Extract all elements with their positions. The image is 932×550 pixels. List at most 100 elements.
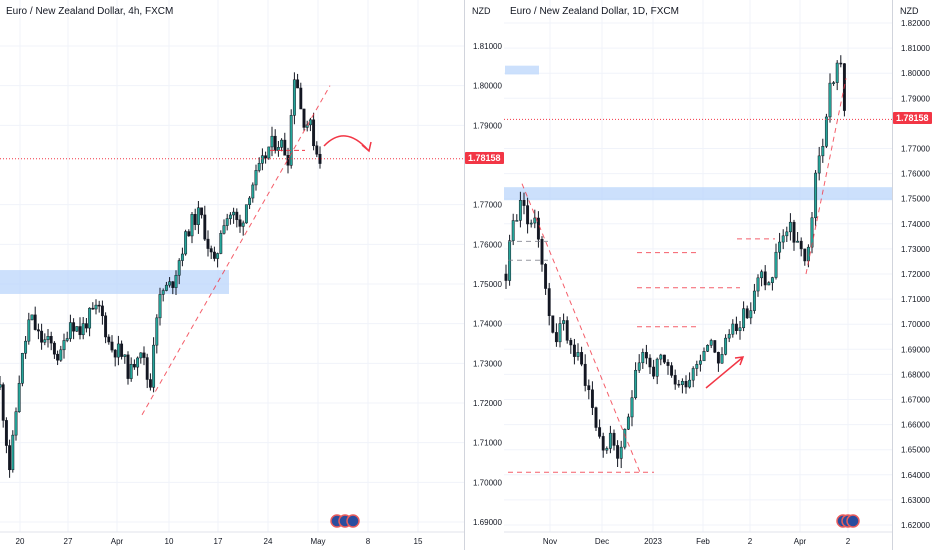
candle-body xyxy=(236,212,238,220)
tradingview-logo-icon[interactable] xyxy=(836,514,860,533)
x-tick-label: 2 xyxy=(846,537,851,546)
candle-body xyxy=(656,359,658,376)
candle-body xyxy=(764,272,766,285)
candle-body xyxy=(255,170,257,185)
candle-body xyxy=(280,140,282,147)
candle-body xyxy=(194,214,196,224)
x-tick-label: 10 xyxy=(165,537,174,546)
candle-body xyxy=(746,309,748,318)
candle-body xyxy=(56,354,58,360)
y-tick-label: 1.69000 xyxy=(901,345,930,354)
x-tick-label: 24 xyxy=(264,537,273,546)
candle-body xyxy=(782,236,784,242)
candle-body xyxy=(836,63,838,83)
y-tick-label: 1.73000 xyxy=(473,359,502,368)
candle-body xyxy=(108,337,110,342)
price-axis-4h[interactable]: NZD 1.69000 1.70000 1.71000 1.72000 1.73000 1… xyxy=(464,0,505,550)
candle-body xyxy=(162,291,164,295)
candle-body xyxy=(168,282,170,285)
y-tick-label: 1.81000 xyxy=(901,44,930,53)
candle-body xyxy=(822,146,824,156)
candle-body xyxy=(136,358,138,367)
candle-body xyxy=(274,136,276,150)
y-tick-label: 1.74000 xyxy=(473,320,502,329)
candle-body xyxy=(319,154,321,163)
chart-4h-canvas[interactable]: 20 27 Apr 10 17 24 May 8 15 xyxy=(0,0,464,550)
candle-body xyxy=(548,289,550,316)
candle-body xyxy=(552,316,554,333)
candle-body xyxy=(181,254,183,261)
uptrend-line xyxy=(806,78,846,274)
x-tick-label: 2 xyxy=(748,537,753,546)
candle-body xyxy=(526,206,528,224)
y-tick-label: 1.77000 xyxy=(473,201,502,210)
candle-body xyxy=(570,340,572,345)
chart-panel-1d[interactable]: Nov Dec 2023 Feb 2 Apr 2 Euro / New Zealand Do… xyxy=(504,0,892,550)
candle-body xyxy=(703,351,705,361)
candle-body xyxy=(184,232,186,254)
chart-title-4h: Euro / New Zealand Dollar, 4h, FXCM xyxy=(6,6,173,17)
candle-body xyxy=(717,352,719,363)
chart-panel-4h[interactable]: 20 27 Apr 10 17 24 May 8 15 Euro / New Zealand D… xyxy=(0,0,464,550)
projection-arrowhead xyxy=(362,142,371,151)
candle-body xyxy=(223,226,225,234)
chart-title-1d: Euro / New Zealand Dollar, 1D, FXCM xyxy=(510,6,679,17)
x-tick-label: 2023 xyxy=(644,537,662,546)
candle-body xyxy=(12,435,14,470)
candle-body xyxy=(674,375,676,384)
y-tick-label: 1.68000 xyxy=(901,370,930,379)
candle-body xyxy=(172,282,174,288)
candle-body xyxy=(631,398,633,417)
candle-body xyxy=(796,241,798,242)
candle-body xyxy=(685,381,687,387)
price-axis-1d[interactable]: NZD 1.62000 1.63000 1.64000 1.65000 1.66000 1… xyxy=(892,0,932,550)
candle-body xyxy=(261,156,263,164)
candle-body xyxy=(284,140,286,155)
candle-body xyxy=(191,214,193,236)
candle-body xyxy=(220,233,222,253)
y-tick-label: 1.70000 xyxy=(901,320,930,329)
candle-body xyxy=(516,220,518,221)
candle-body xyxy=(146,358,148,380)
y-tick-label: 1.73000 xyxy=(901,245,930,254)
candle-body xyxy=(804,249,806,261)
candle-body xyxy=(229,215,231,219)
candle-body xyxy=(750,311,752,318)
candle-body xyxy=(660,355,662,359)
candle-body xyxy=(530,223,532,224)
candle-body xyxy=(5,420,7,445)
x-tick-label: 8 xyxy=(366,537,371,546)
candle-body xyxy=(18,383,20,411)
candle-body xyxy=(204,215,206,239)
candle-body xyxy=(742,309,744,328)
tradingview-logo-icon[interactable] xyxy=(330,514,360,533)
candle-body xyxy=(786,232,788,236)
candle-body xyxy=(31,315,33,320)
candle-body xyxy=(588,386,590,390)
y-tick-label: 1.70000 xyxy=(473,478,502,487)
candle-body xyxy=(645,352,647,358)
projection-arrow xyxy=(324,136,368,150)
y-tick-label: 1.76000 xyxy=(473,240,502,249)
candle-body xyxy=(287,155,289,165)
candle-body xyxy=(130,364,132,378)
candle-body xyxy=(523,200,525,205)
candle-body xyxy=(50,336,52,343)
candle-body xyxy=(699,361,701,365)
chart-1d-canvas[interactable]: Nov Dec 2023 Feb 2 Apr 2 xyxy=(504,0,892,550)
y-tick-label: 1.81000 xyxy=(473,42,502,51)
y-tick-label: 1.67000 xyxy=(901,396,930,405)
candle-body xyxy=(239,220,241,227)
candle-body xyxy=(760,272,762,278)
y-tick-label: 1.77000 xyxy=(901,145,930,154)
candle-body xyxy=(159,294,161,317)
candle-body xyxy=(104,316,106,337)
y-tick-label: 1.79000 xyxy=(901,94,930,103)
candle-body xyxy=(271,136,273,147)
candle-body xyxy=(66,339,68,341)
candle-body xyxy=(573,345,575,357)
candle-body xyxy=(40,331,42,342)
candle-body xyxy=(178,261,180,276)
candle-body xyxy=(505,274,507,281)
candle-body xyxy=(721,354,723,363)
